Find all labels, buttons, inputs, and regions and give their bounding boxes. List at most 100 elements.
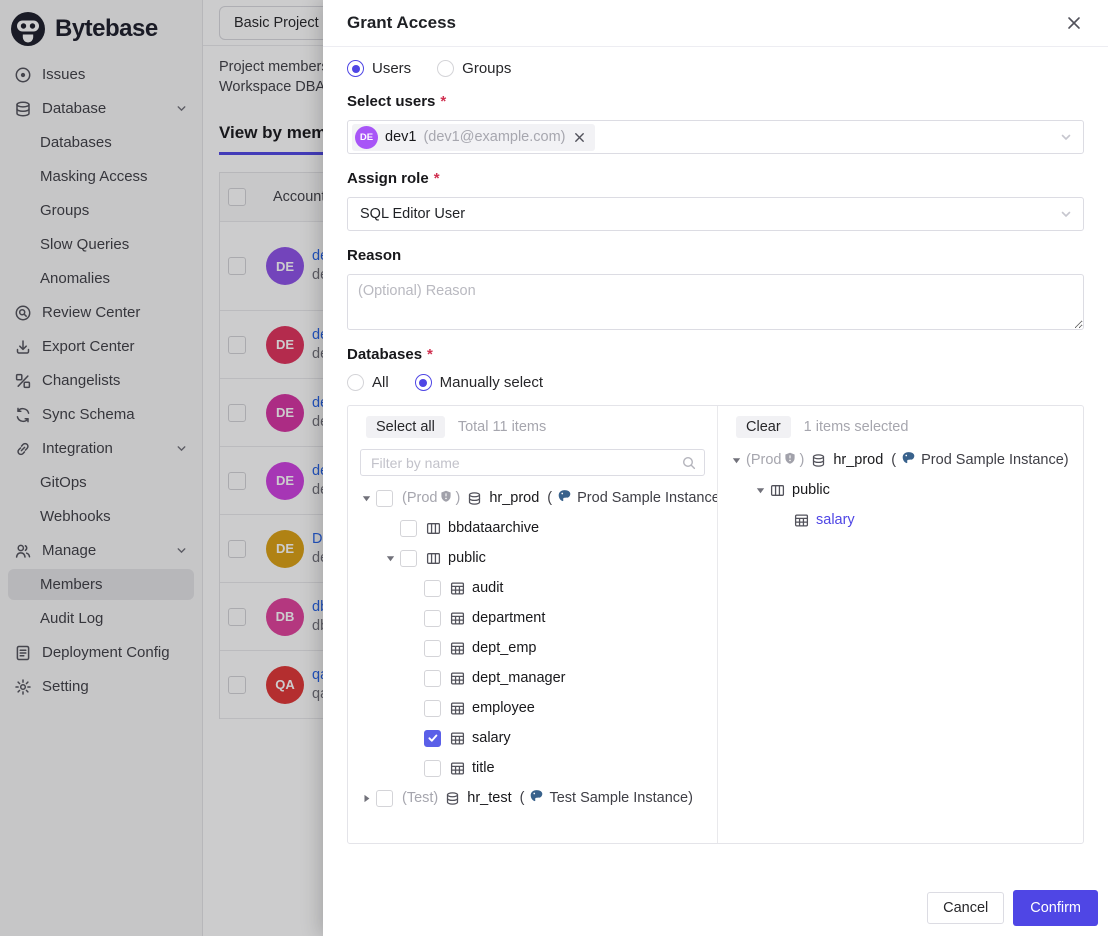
sidebar-item-issues[interactable]: Issues bbox=[8, 59, 194, 90]
tree-checkbox[interactable] bbox=[424, 579, 441, 597]
radio-label: All bbox=[372, 374, 389, 391]
sidebar-item-deployment-config[interactable]: Deployment Config bbox=[8, 637, 194, 668]
postgres-icon bbox=[529, 789, 544, 808]
modal-header: Grant Access bbox=[323, 0, 1108, 47]
tree-checkbox[interactable] bbox=[424, 609, 441, 627]
sidebar-item-changelists[interactable]: Changelists bbox=[8, 365, 194, 396]
filter-input[interactable] bbox=[369, 453, 682, 472]
filter-input-wrap bbox=[360, 449, 705, 476]
manage-icon bbox=[14, 542, 32, 560]
tree-checkbox[interactable] bbox=[376, 489, 393, 507]
tree-node-public[interactable]: public bbox=[348, 543, 717, 573]
radio-label: Users bbox=[372, 60, 412, 77]
tree-checkbox[interactable] bbox=[400, 519, 417, 537]
caret-down-icon[interactable] bbox=[750, 485, 770, 496]
database-mode-radio-manually-select[interactable]: Manually select bbox=[414, 374, 543, 391]
sidebar-item-database[interactable]: Database bbox=[8, 93, 194, 124]
sidebar-item-label: Integration bbox=[42, 440, 113, 457]
sidebar-item-anomalies[interactable]: Anomalies bbox=[8, 263, 194, 294]
node-name: hr_prod bbox=[833, 452, 884, 468]
tree-checkbox[interactable] bbox=[376, 789, 393, 807]
clear-button[interactable]: Clear bbox=[736, 416, 791, 438]
sidebar-item-members[interactable]: Members bbox=[8, 569, 194, 600]
member-row-checkbox[interactable] bbox=[228, 539, 246, 558]
picker-source-panel: Select all Total 11 items (Prod)hr_prod(… bbox=[348, 406, 718, 843]
project-switcher[interactable]: Basic Project bbox=[219, 5, 334, 40]
sidebar-item-sync-schema[interactable]: Sync Schema bbox=[8, 399, 194, 430]
chevron-down-icon bbox=[175, 102, 188, 115]
member-row-checkbox[interactable] bbox=[228, 675, 246, 694]
review-center-icon bbox=[14, 304, 32, 322]
tree-checkbox[interactable] bbox=[424, 699, 441, 717]
table-icon bbox=[450, 761, 465, 776]
tree-node-salary[interactable]: salary bbox=[718, 505, 1083, 535]
tree-node-audit[interactable]: audit bbox=[348, 573, 717, 603]
member-row-checkbox[interactable] bbox=[228, 335, 246, 354]
brand-logo-row[interactable]: Bytebase bbox=[0, 6, 202, 59]
reason-textarea[interactable] bbox=[347, 274, 1084, 330]
member-row-checkbox[interactable] bbox=[228, 471, 246, 490]
tree-node-employee[interactable]: employee bbox=[348, 693, 717, 723]
picker-selected-panel: Clear 1 items selected (Prod) hr_prod(Pro… bbox=[718, 406, 1083, 843]
role-select[interactable]: SQL Editor User bbox=[347, 197, 1084, 231]
environment-label: (Prod) bbox=[746, 452, 805, 468]
tree-node-hr-prod[interactable]: (Prod) hr_prod (Prod Sample Instance) bbox=[718, 445, 1083, 475]
member-row-checkbox[interactable] bbox=[228, 403, 246, 422]
tree-checkbox[interactable] bbox=[424, 669, 441, 687]
target-type-radio-users[interactable]: Users bbox=[347, 60, 411, 77]
users-multiselect[interactable]: DE dev1 (dev1@example.com) bbox=[347, 120, 1084, 154]
bytebase-logo-icon bbox=[10, 11, 46, 47]
tree-node-hr-prod[interactable]: (Prod) hr_prod (Prod Sample Instance) bbox=[348, 483, 717, 513]
grant-access-modal: Grant Access Users Groups Select users * … bbox=[323, 0, 1108, 936]
tree-checkbox[interactable] bbox=[424, 759, 441, 777]
tree-node-hr-test[interactable]: (Test) hr_test (Test Sample Instance) bbox=[348, 783, 717, 813]
sidebar-item-gitops[interactable]: GitOps bbox=[8, 467, 194, 498]
tree-node-dept-emp[interactable]: dept_emp bbox=[348, 633, 717, 663]
sidebar-item-manage[interactable]: Manage bbox=[8, 535, 194, 566]
sidebar-item-webhooks[interactable]: Webhooks bbox=[8, 501, 194, 532]
environment-label: (Test) bbox=[402, 790, 439, 806]
sidebar-item-slow-queries[interactable]: Slow Queries bbox=[8, 229, 194, 260]
node-name: department bbox=[472, 610, 546, 626]
caret-down-icon[interactable] bbox=[356, 493, 376, 504]
sidebar-item-review-center[interactable]: Review Center bbox=[8, 297, 194, 328]
tree-checkbox[interactable] bbox=[424, 639, 441, 657]
sidebar-item-groups[interactable]: Groups bbox=[8, 195, 194, 226]
cancel-button[interactable]: Cancel bbox=[927, 892, 1005, 924]
sidebar-item-export-center[interactable]: Export Center bbox=[8, 331, 194, 362]
node-name: public bbox=[448, 550, 486, 566]
avatar: DE bbox=[266, 529, 304, 568]
database-mode-radio-all[interactable]: All bbox=[347, 374, 389, 391]
sidebar-item-setting[interactable]: Setting bbox=[8, 671, 194, 702]
close-icon[interactable] bbox=[1064, 13, 1084, 33]
sidebar-item-audit-log[interactable]: Audit Log bbox=[8, 603, 194, 634]
member-row-checkbox[interactable] bbox=[228, 257, 246, 275]
radio-circle bbox=[347, 60, 364, 77]
caret-right-icon[interactable] bbox=[356, 793, 376, 804]
tree-node-department[interactable]: department bbox=[348, 603, 717, 633]
tree-node-title[interactable]: title bbox=[348, 753, 717, 783]
modal-body: Users Groups Select users * DE dev1 (dev1… bbox=[323, 47, 1108, 878]
sidebar-item-label: Manage bbox=[42, 542, 97, 559]
tree-node-dept-manager[interactable]: dept_manager bbox=[348, 663, 717, 693]
tree-checkbox[interactable] bbox=[400, 549, 417, 567]
sidebar-item-masking-access[interactable]: Masking Access bbox=[8, 161, 194, 192]
target-type-radio-groups[interactable]: Groups bbox=[437, 60, 511, 77]
select-all-members-checkbox[interactable] bbox=[228, 188, 246, 206]
tree-node-public[interactable]: public bbox=[718, 475, 1083, 505]
remove-user-icon[interactable] bbox=[573, 131, 586, 144]
tree-node-bbdataarchive[interactable]: bbdataarchive bbox=[348, 513, 717, 543]
radio-circle bbox=[437, 60, 455, 77]
sidebar-item-integration[interactable]: Integration bbox=[8, 433, 194, 464]
caret-down-icon[interactable] bbox=[380, 553, 400, 564]
sync-schema-icon bbox=[14, 406, 32, 424]
sidebar-item-databases[interactable]: Databases bbox=[8, 127, 194, 158]
tree-checkbox[interactable] bbox=[424, 729, 441, 747]
modal-title: Grant Access bbox=[347, 13, 456, 32]
caret-down-icon[interactable] bbox=[726, 455, 746, 466]
member-row-checkbox[interactable] bbox=[228, 607, 246, 626]
select-all-button[interactable]: Select all bbox=[366, 416, 445, 438]
confirm-button[interactable]: Confirm bbox=[1013, 890, 1098, 926]
shield-icon bbox=[440, 490, 452, 507]
tree-node-salary[interactable]: salary bbox=[348, 723, 717, 753]
